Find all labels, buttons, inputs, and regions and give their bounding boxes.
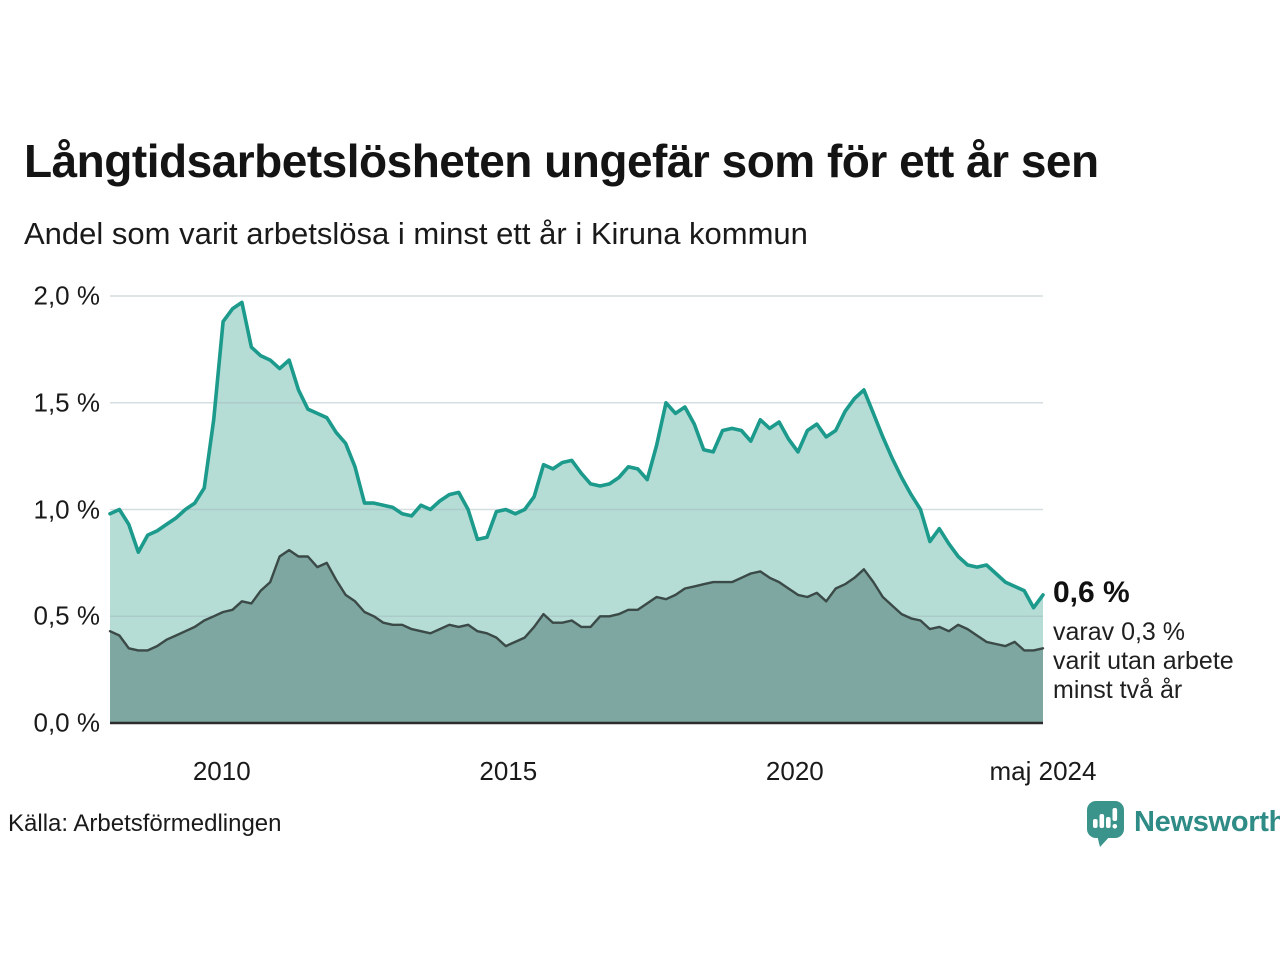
latest-value-detail-line: minst två år bbox=[1053, 676, 1183, 704]
x-tick-label: 2010 bbox=[192, 756, 251, 786]
source-note: Källa: Arbetsförmedlingen bbox=[8, 810, 282, 837]
latest-value-label: 0,6 % bbox=[1053, 576, 1130, 609]
newsworthy-wordmark: Newsworthy bbox=[1134, 806, 1280, 838]
x-tick-label: 2015 bbox=[479, 756, 538, 786]
newsworthy-bar-chart-pin-icon bbox=[1087, 801, 1124, 847]
x-tick-label: 2020 bbox=[765, 756, 824, 786]
line-two-years bbox=[108, 548, 1045, 652]
y-tick-label: 1,0 % bbox=[33, 494, 101, 524]
y-tick-label: 1,5 % bbox=[33, 387, 101, 418]
latest-value-detail: varav 0,3 % varit utan arbete minst två år bbox=[1053, 618, 1234, 705]
latest-value-detail-line: varav 0,3 % bbox=[1053, 618, 1186, 646]
latest-value-detail-line: varit utan arbete bbox=[1053, 647, 1234, 675]
chart-subtitle: Andel som varit arbetslösa i minst ett å… bbox=[24, 216, 808, 251]
y-tick-label: 0,0 % bbox=[33, 707, 101, 738]
line-one-year bbox=[108, 300, 1045, 610]
x-tick-label: maj 2024 bbox=[989, 756, 1097, 786]
y-tick-label: 2,0 % bbox=[33, 280, 101, 311]
y-tick-label: 0,5 % bbox=[33, 600, 101, 631]
newsworthy-logo: Newsworthy bbox=[1086, 800, 1280, 850]
chart-title: Långtidsarbetslösheten ungefär som för e… bbox=[24, 135, 1099, 187]
